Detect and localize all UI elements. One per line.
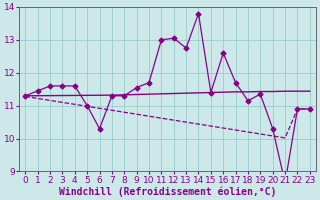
X-axis label: Windchill (Refroidissement éolien,°C): Windchill (Refroidissement éolien,°C) [59, 186, 276, 197]
